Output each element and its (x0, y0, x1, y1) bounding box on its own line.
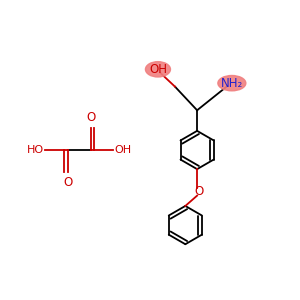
Text: O: O (195, 185, 204, 198)
Text: OH: OH (114, 145, 131, 155)
Ellipse shape (218, 76, 246, 91)
Ellipse shape (146, 62, 170, 77)
Text: O: O (63, 176, 72, 189)
Text: O: O (86, 111, 96, 124)
Text: OH: OH (150, 63, 168, 76)
Text: HO: HO (27, 145, 44, 155)
Text: NH₂: NH₂ (221, 77, 243, 90)
